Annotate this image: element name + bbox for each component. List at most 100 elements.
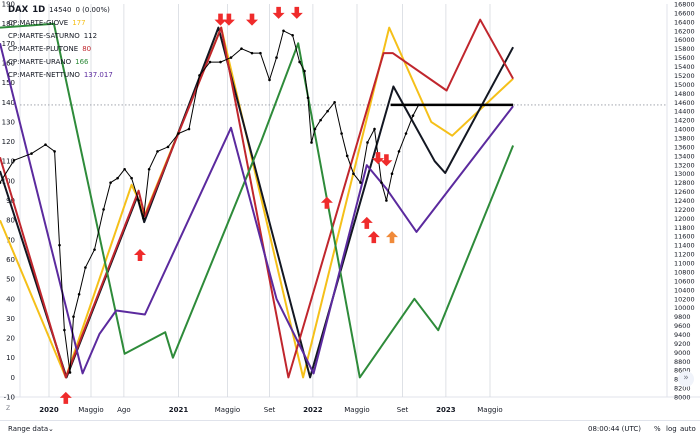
left-tick-label: 60 xyxy=(6,256,15,264)
legend-item-urano[interactable]: CP:MARTE-URANO 166 xyxy=(8,56,113,69)
dax-price-point xyxy=(166,145,170,149)
right-tick-label: 13800 xyxy=(674,134,695,142)
legend-item-value: 80 xyxy=(82,45,92,53)
dax-price-point xyxy=(259,51,262,55)
arrow-shape xyxy=(386,231,398,244)
left-tick-label: 70 xyxy=(6,236,15,244)
legend-item-plutone[interactable]: CP:MARTE-PLUTONE 80 xyxy=(8,43,113,56)
arrow-shape xyxy=(372,152,384,165)
dax-price-point xyxy=(373,127,376,131)
range-data-button[interactable]: Range data xyxy=(8,425,49,433)
dax-price-line xyxy=(0,30,420,373)
last-value-label: 14540 xyxy=(49,6,72,14)
right-tick-label: 10200 xyxy=(674,295,695,303)
right-tick-label: 14800 xyxy=(674,90,695,98)
left-tick-label: 100 xyxy=(2,177,15,185)
dax-price-point xyxy=(313,127,317,131)
log-toggle[interactable]: log xyxy=(666,425,677,433)
left-tick-label: 150 xyxy=(2,79,15,87)
dax-price-point xyxy=(0,181,2,184)
dax-price-point xyxy=(240,47,243,50)
x-tick-label: 2021 xyxy=(169,406,189,414)
right-tick-label: 12800 xyxy=(674,179,695,187)
dax-price-point xyxy=(116,176,119,180)
left-tick-label: 10 xyxy=(6,354,15,362)
arrow-down-icon xyxy=(290,6,303,19)
legend-item-label: CP:MARTE-NETTUNO xyxy=(8,71,80,79)
right-tick-label: 10000 xyxy=(674,304,695,312)
right-tick-label: 13000 xyxy=(674,170,695,178)
dax-price-point xyxy=(198,74,201,77)
dax-price-point xyxy=(345,154,349,158)
right-tick-label: 11200 xyxy=(674,251,695,259)
symbol-label[interactable]: DAX xyxy=(8,5,29,15)
x-tick-label: 2020 xyxy=(39,406,59,414)
legend-item-label: CP:MARTE-GIOVE xyxy=(8,19,69,27)
interval-label[interactable]: 1D xyxy=(32,5,46,15)
legend-item-value: 112 xyxy=(83,32,98,40)
right-tick-label: 16400 xyxy=(674,18,695,26)
arrow-up-icon xyxy=(367,231,380,244)
x-tick-label: Maggio xyxy=(477,406,502,414)
dax-price-point xyxy=(63,328,66,332)
dax-price-point xyxy=(93,248,96,251)
dax-price-point xyxy=(44,143,47,146)
dax-price-point xyxy=(380,181,383,184)
arrow-up-icon xyxy=(134,248,146,261)
series-line xyxy=(0,43,514,375)
arrow-shape xyxy=(214,13,227,26)
dax-price-point xyxy=(319,118,322,122)
dax-price-point xyxy=(102,208,105,211)
dax-price-point xyxy=(147,167,151,171)
arrow-shape xyxy=(360,216,373,229)
legend-item-saturno[interactable]: CP:MARTE-SATURNO 112 xyxy=(8,30,113,43)
legend-item-giove[interactable]: CP:MARTE-GIOVE 177 xyxy=(8,17,113,30)
right-tick-label: 16000 xyxy=(674,36,695,44)
right-tick-label: 11000 xyxy=(674,260,695,268)
dax-price-point xyxy=(142,217,145,220)
clock-label: 08:00:44 (UTC) xyxy=(588,425,642,433)
scroll-to-realtime-button[interactable]: » xyxy=(678,371,694,387)
dax-price-point xyxy=(137,199,140,202)
chevron-down-icon[interactable]: ⌄ xyxy=(48,425,54,433)
x-tick-label: 2023 xyxy=(436,406,456,414)
arrow-down-icon xyxy=(214,13,227,26)
bottom-toolbar: Range data ⌄ 08:00:44 (UTC) % log auto xyxy=(0,420,700,438)
series-line xyxy=(0,18,514,379)
dax-price-point xyxy=(53,150,56,153)
auto-toggle[interactable]: auto xyxy=(680,425,696,433)
right-tick-label: 8000 xyxy=(674,394,691,402)
arrow-shape xyxy=(272,6,285,19)
dax-price-point xyxy=(366,141,369,144)
right-tick-label: 14200 xyxy=(674,117,695,125)
legend-item-value: 137.017 xyxy=(83,71,113,79)
right-tick-label: 10800 xyxy=(674,268,695,276)
left-tick-label: 40 xyxy=(6,295,15,303)
timezone-icon[interactable]: Z xyxy=(6,405,11,412)
right-tick-label: 15200 xyxy=(674,72,695,80)
right-tick-label: 11800 xyxy=(674,224,695,232)
percent-toggle[interactable]: % xyxy=(654,425,661,433)
dax-price-point xyxy=(187,127,191,131)
x-tick-label: 2022 xyxy=(303,406,323,414)
legend-item-nettuno[interactable]: CP:MARTE-NETTUNO 137.017 xyxy=(8,69,113,82)
x-tick-label: Set xyxy=(397,406,409,414)
arrow-shape xyxy=(59,391,72,404)
arrow-down-icon xyxy=(246,13,258,26)
arrow-shape xyxy=(320,196,333,209)
x-tick-label: Ago xyxy=(117,406,131,414)
arrow-shape xyxy=(290,6,303,19)
x-tick-label: Set xyxy=(264,406,276,414)
dax-price-point xyxy=(340,132,343,135)
right-tick-label: 15800 xyxy=(674,45,695,53)
left-tick-label: 180 xyxy=(2,20,15,28)
dax-price-point xyxy=(282,29,285,33)
dax-price-point xyxy=(385,199,388,202)
dax-price-point xyxy=(72,315,75,318)
right-tick-label: 15000 xyxy=(674,81,695,89)
legend-item-label: CP:MARTE-URANO xyxy=(8,58,72,66)
dax-price-point xyxy=(298,60,301,64)
right-tick-label: 13200 xyxy=(674,161,695,169)
right-tick-label: 15400 xyxy=(674,63,695,71)
left-tick-label: 190 xyxy=(2,1,15,9)
